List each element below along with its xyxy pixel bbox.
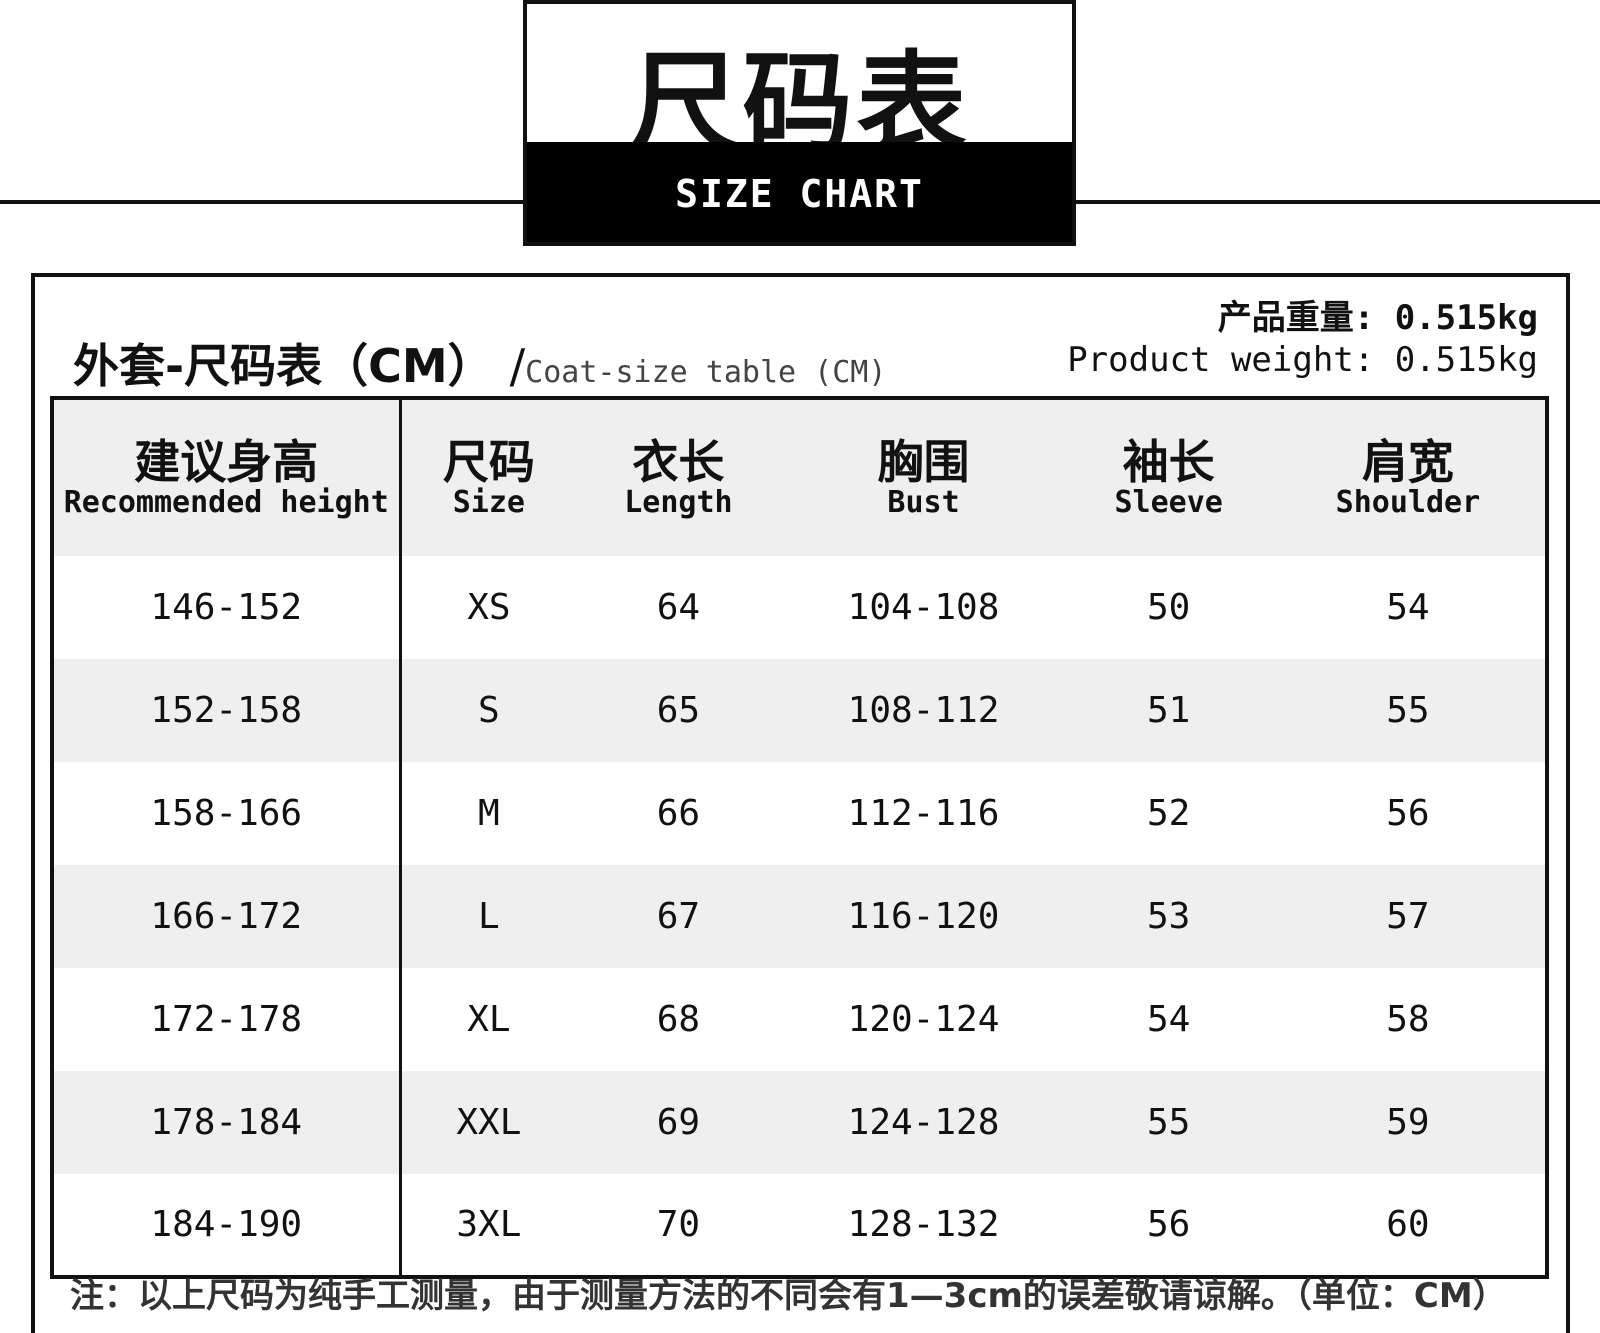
table-cell: 55 (1066, 1071, 1271, 1174)
header-en: Bust (887, 485, 960, 520)
table-cell: L (400, 865, 577, 968)
table-row: 166-172 L 67 116-120 53 57 (52, 865, 1547, 968)
table-cell: 65 (576, 659, 781, 762)
footnote: 注：以上尺码为纯手工测量，由于测量方法的不同会有1—3cm的误差敬请谅解。（单位… (70, 1276, 1507, 1316)
table-row: 152-158 S 65 108-112 51 55 (52, 659, 1547, 762)
title-en: SIZE CHART (527, 142, 1072, 242)
table-cell: 57 (1270, 865, 1547, 968)
table-row: 172-178 XL 68 120-124 54 58 (52, 968, 1547, 1071)
table-cell: 56 (1146, 1204, 1191, 1245)
table-cell: M (478, 793, 500, 834)
header-cn: 袖长 (1122, 435, 1215, 489)
column-header: 衣长 Length (576, 398, 781, 556)
table-cell: 146-152 (52, 556, 402, 659)
column-header: 尺码 Size (400, 398, 577, 556)
table-cell: 172-178 (52, 968, 402, 1071)
header-en: Shoulder (1335, 485, 1481, 520)
header-en: Length (624, 485, 733, 520)
table-cell: 112-116 (847, 793, 1000, 834)
table-row: 178-184 XXL 69 124-128 55 59 (52, 1071, 1547, 1174)
table-cell: 104-108 (847, 587, 1000, 628)
table-cell: 70 (656, 1204, 701, 1245)
table-cell: 51 (1066, 659, 1271, 762)
table-cell: 64 (656, 587, 701, 628)
header-en: Size (452, 485, 525, 520)
table-cell: 50 (1146, 587, 1191, 628)
column-header: 肩宽 Shoulder (1270, 398, 1547, 556)
header-cn: 尺码 (442, 435, 535, 489)
table-cell: 60 (1386, 1204, 1430, 1245)
table-cell: XS (467, 587, 511, 628)
size-table: 建议身高 Recommended height 尺码 Size 衣长 Length 胸围 Bu… (50, 396, 1549, 1279)
table-cell: XL (467, 999, 511, 1040)
caption-en: Coat-size table (CM) (525, 355, 887, 390)
table-cell: 69 (576, 1071, 781, 1174)
table-cell: 158-166 (52, 762, 402, 865)
table-cell: 53 (1066, 865, 1271, 968)
table-cell: 52 (1146, 793, 1191, 834)
title-box: 尺码表 SIZE CHART (523, 0, 1076, 246)
header-en: Recommended height (63, 485, 389, 520)
table-cell: 54 (1146, 999, 1191, 1040)
table-cell: 120-124 (847, 999, 1000, 1040)
weight-en: Product weight: 0.515kg (1067, 340, 1538, 380)
header-en: Sleeve (1114, 485, 1223, 520)
caption-sep: / (509, 339, 526, 393)
table-cell: 124-128 (780, 1071, 1067, 1174)
table-row: 184-190 3XL 70 128-132 56 60 (52, 1174, 1547, 1277)
header-cn: 建议身高 (134, 435, 319, 489)
table-row: 158-166 M 66 112-116 52 56 (52, 762, 1547, 865)
table-row: 146-152 XS 64 104-108 50 54 (52, 556, 1547, 659)
column-header: 袖长 Sleeve (1066, 398, 1271, 556)
header-cn: 衣长 (632, 435, 725, 489)
chart-frame (31, 273, 1570, 1333)
table-cell: 178-184 (52, 1071, 402, 1174)
table-cell: 166-172 (52, 865, 402, 968)
table-cell: 56 (1386, 793, 1430, 834)
table-cell: 66 (656, 793, 701, 834)
table-cell: 184-190 (52, 1174, 402, 1277)
table-cell: 55 (1270, 659, 1547, 762)
caption-cn: 外套-尺码表（CM） (73, 339, 494, 393)
column-header: 建议身高 Recommended height (52, 398, 402, 556)
table-cell: 3XL (456, 1204, 522, 1245)
header-cn: 肩宽 (1361, 435, 1454, 489)
table-cell: 116-120 (780, 865, 1067, 968)
table-caption: 外套-尺码表（CM） /Coat-size table (CM) (73, 330, 886, 396)
table-cell: 59 (1270, 1071, 1547, 1174)
table-cell: 68 (656, 999, 701, 1040)
table-cell: 128-132 (847, 1204, 1000, 1245)
header-cn: 胸围 (877, 435, 970, 489)
table-cell: S (400, 659, 577, 762)
weight-cn: 产品重量: 0.515kg (1217, 298, 1538, 338)
table-cell: 58 (1386, 999, 1430, 1040)
column-header: 胸围 Bust (780, 398, 1067, 556)
table-cell: 152-158 (52, 659, 402, 762)
table-cell: 67 (576, 865, 781, 968)
table-cell: 108-112 (780, 659, 1067, 762)
table-cell: 54 (1386, 587, 1430, 628)
table-cell: XXL (400, 1071, 577, 1174)
